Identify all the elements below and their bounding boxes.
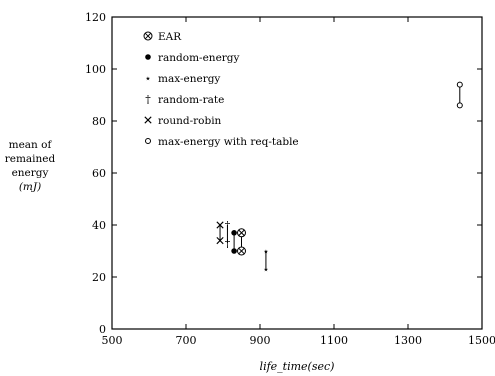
data-point: †: [225, 219, 231, 232]
data-point: [216, 237, 224, 245]
data-point: [231, 248, 237, 254]
y-axis-label-line-2: remained: [5, 153, 56, 165]
y-axis-label: mean of remained energy (mJ): [5, 139, 56, 193]
data-point: †: [225, 237, 231, 250]
marker-dot: [231, 248, 237, 254]
legend-marker: [144, 116, 152, 124]
legend-entry: round-robin: [144, 115, 222, 127]
y-tick-label: 40: [92, 219, 106, 232]
x-tick-label: 700: [176, 334, 197, 347]
marker-dot: [231, 230, 237, 236]
data-point: [216, 221, 224, 229]
marker-glyph: †: [225, 237, 231, 250]
legend-marker: [145, 54, 151, 60]
legend-entry: EAR: [143, 31, 182, 43]
marker-glyph: †: [225, 219, 231, 232]
marker-stroke: [216, 237, 224, 245]
legend-label: EAR: [158, 31, 182, 43]
marker-glyph: ⋆: [145, 72, 152, 85]
marker-glyph: †: [145, 93, 151, 106]
data-point: ⋆: [262, 245, 269, 258]
marker-glyph: ⋆: [262, 245, 269, 258]
y-axis-label-line-1: mean of: [9, 139, 53, 151]
legend-label: max-energy with req-table: [158, 136, 299, 148]
x-tick-label: 1500: [468, 334, 495, 347]
marker-stroke: [238, 229, 245, 236]
legend-label: random-energy: [158, 52, 240, 64]
data-point: [231, 230, 237, 236]
y-tick-label: 80: [92, 115, 106, 128]
legend-label: max-energy: [158, 73, 220, 85]
legend-marker: ⋆: [145, 72, 152, 85]
marker-dot: [145, 54, 151, 60]
series-0: [237, 228, 246, 256]
y-axis-label-line-4: (mJ): [19, 181, 41, 193]
series-1: [231, 230, 237, 254]
data-point: [237, 246, 246, 256]
series-3: ††: [225, 219, 231, 250]
legend-label: round-robin: [158, 115, 222, 127]
y-tick-label: 0: [99, 323, 106, 336]
legend-entry: random-energy: [145, 52, 240, 64]
marker-stroke: [144, 116, 152, 124]
legend-entry: ⋆ max-energy: [145, 72, 221, 85]
legend-label: random-rate: [158, 94, 224, 106]
legend-marker: [145, 138, 151, 144]
legend-entry: † random-rate: [145, 93, 224, 106]
x-tick-label: 1300: [394, 334, 422, 347]
y-axis-label-line-3: energy: [12, 167, 49, 179]
data-point: ⋆: [262, 263, 269, 276]
y-tick-label: 60: [92, 167, 106, 180]
marker-stroke: [144, 32, 152, 40]
y-tick-label: 120: [85, 11, 106, 24]
data-marks: ⋆⋆††: [216, 81, 463, 276]
marker-glyph: ⋆: [262, 263, 269, 276]
data-point: [456, 102, 463, 109]
ticks: 500 700 900 1100 1300 1500 0 20 40 60 80 100 120: [85, 11, 495, 347]
y-tick-label: 100: [85, 63, 106, 76]
legend: EAR random-energy ⋆ max-energy † random-rate r…: [143, 31, 299, 148]
marker-stroke: [216, 221, 224, 229]
data-point: [237, 228, 246, 238]
marker-ring: [145, 138, 151, 144]
legend-entry: max-energy with req-table: [145, 136, 299, 148]
series-2: ⋆⋆: [262, 245, 269, 276]
y-tick-label: 20: [92, 271, 106, 284]
marker-stroke: [238, 247, 245, 255]
legend-marker: †: [145, 93, 151, 106]
x-tick-label: 1100: [320, 334, 348, 347]
x-axis-label: life_time(sec): [260, 360, 335, 373]
series-5: [456, 81, 463, 109]
marker-ring: [456, 102, 463, 109]
x-tick-label: 500: [102, 334, 123, 347]
data-point: [456, 81, 463, 88]
series-4: [216, 221, 224, 245]
legend-marker: [143, 31, 153, 41]
x-tick-label: 900: [250, 334, 271, 347]
marker-ring: [456, 81, 463, 88]
